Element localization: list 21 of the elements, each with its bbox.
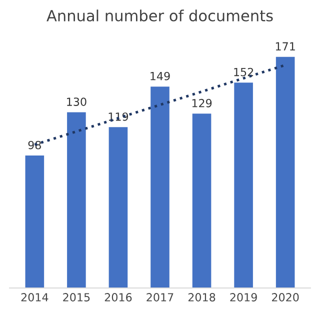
bar xyxy=(150,86,170,288)
data-label: 171 xyxy=(276,42,295,50)
x-tick-label: 2017 xyxy=(146,293,174,302)
bar xyxy=(67,112,86,288)
x-tick-label: 2014 xyxy=(21,293,48,302)
bar xyxy=(234,82,253,288)
bar xyxy=(108,127,128,288)
bar xyxy=(25,156,44,288)
x-tick-label: 2020 xyxy=(272,293,299,302)
bar xyxy=(192,114,212,288)
data-label: 98 xyxy=(28,140,41,150)
data-label: 149 xyxy=(150,72,170,80)
bar xyxy=(276,56,295,288)
x-tick-label: 2016 xyxy=(104,293,132,302)
data-label: 130 xyxy=(67,98,86,106)
x-tick-label: 2019 xyxy=(230,293,257,302)
x-tick-label: 2018 xyxy=(188,293,216,302)
data-label: 152 xyxy=(234,68,254,76)
chart-title: Annual number of documents xyxy=(46,10,273,22)
x-tick-label: 2015 xyxy=(63,293,90,302)
data-label: 129 xyxy=(192,98,212,108)
